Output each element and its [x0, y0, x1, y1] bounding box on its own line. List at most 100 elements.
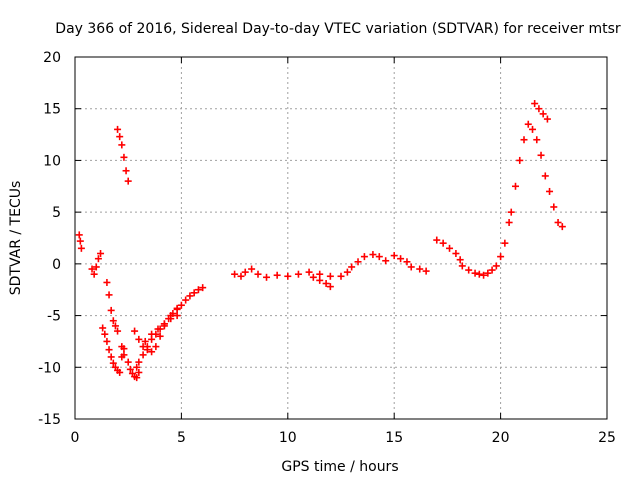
- data-point: [535, 105, 543, 113]
- data-point: [120, 351, 128, 359]
- x-tick-label: 25: [598, 430, 616, 446]
- y-tick-label: 15: [43, 102, 61, 118]
- data-point: [343, 268, 351, 276]
- data-point: [76, 237, 84, 245]
- data-point: [326, 272, 334, 280]
- data-point: [369, 251, 377, 259]
- data-point: [148, 330, 156, 338]
- data-point: [516, 156, 524, 164]
- y-tick-label: -10: [38, 360, 61, 376]
- data-point: [531, 100, 539, 108]
- y-tick-label: -5: [47, 309, 61, 325]
- x-axis: 0 5 10 15 20 25: [71, 57, 616, 446]
- data-point: [488, 266, 496, 274]
- data-point: [348, 263, 356, 271]
- x-axis-label: GPS time / hours: [281, 459, 398, 475]
- data-point: [133, 374, 141, 382]
- y-tick-label: 5: [52, 205, 61, 221]
- data-point: [375, 253, 383, 261]
- data-point: [126, 365, 134, 373]
- y-tick-label: -15: [38, 412, 61, 428]
- x-tick-label: 10: [279, 430, 297, 446]
- grid: [75, 57, 607, 419]
- data-point: [452, 250, 460, 258]
- data-point: [316, 270, 324, 278]
- data-point: [139, 351, 147, 359]
- data-point: [152, 343, 160, 351]
- data-point: [484, 269, 492, 277]
- data-point: [480, 271, 488, 279]
- data-point: [309, 273, 317, 281]
- data-point: [135, 335, 143, 343]
- data-point: [116, 133, 124, 141]
- data-point: [167, 315, 175, 323]
- data-point: [254, 270, 262, 278]
- data-point: [75, 231, 83, 239]
- data-point: [407, 263, 415, 271]
- data-point: [107, 353, 115, 361]
- y-tick-label: 20: [43, 50, 61, 66]
- data-point: [433, 236, 441, 244]
- data-point: [558, 223, 566, 231]
- data-point: [114, 125, 122, 133]
- data-point: [194, 286, 202, 294]
- data-point: [458, 262, 466, 270]
- data-point: [97, 250, 105, 258]
- data-point: [177, 301, 185, 309]
- data-point: [135, 358, 143, 366]
- data-point: [111, 322, 119, 330]
- data-point: [422, 267, 430, 275]
- x-tick-label: 0: [71, 430, 80, 446]
- data-point: [492, 262, 500, 270]
- data-point: [143, 346, 151, 354]
- data-point: [124, 358, 132, 366]
- data-point: [316, 276, 324, 284]
- data-point: [141, 337, 149, 345]
- y-axis-label: SDTVAR / TECUs: [8, 181, 24, 296]
- data-point: [124, 177, 132, 185]
- data-point: [529, 125, 537, 133]
- data-point: [524, 120, 532, 128]
- data-point: [284, 272, 292, 280]
- data-point: [326, 283, 334, 291]
- data-point: [241, 268, 249, 276]
- data-point: [541, 172, 549, 180]
- data-point: [305, 268, 313, 276]
- data-point: [520, 136, 528, 144]
- data-point: [105, 346, 113, 354]
- data-point: [109, 359, 117, 367]
- data-point: [107, 306, 115, 314]
- data-point: [539, 110, 547, 118]
- data-point: [148, 348, 156, 356]
- data-point: [554, 218, 562, 226]
- data-point: [533, 136, 541, 144]
- plot-frame: [74, 56, 608, 420]
- data-point: [456, 256, 464, 264]
- data-point: [109, 317, 117, 325]
- data-point: [416, 265, 424, 273]
- data-point: [173, 312, 181, 320]
- data-point: [99, 324, 107, 332]
- data-point: [550, 203, 558, 211]
- data-point: [120, 153, 128, 161]
- data-point: [103, 278, 111, 286]
- data-point: [114, 327, 122, 335]
- data-point: [382, 257, 390, 265]
- data-point: [131, 327, 139, 335]
- data-point: [92, 263, 100, 271]
- data-point: [546, 187, 554, 195]
- data-point: [511, 182, 519, 190]
- data-point: [103, 337, 111, 345]
- data-point: [77, 244, 85, 252]
- data-point: [118, 343, 126, 351]
- data-point: [105, 291, 113, 299]
- data-point: [160, 320, 168, 328]
- data-point: [90, 270, 98, 278]
- data-point: [94, 255, 102, 263]
- data-point: [354, 258, 362, 266]
- data-point: [397, 255, 405, 263]
- data-point: [294, 270, 302, 278]
- data-point: [88, 265, 96, 273]
- x-tick-label: 20: [492, 430, 510, 446]
